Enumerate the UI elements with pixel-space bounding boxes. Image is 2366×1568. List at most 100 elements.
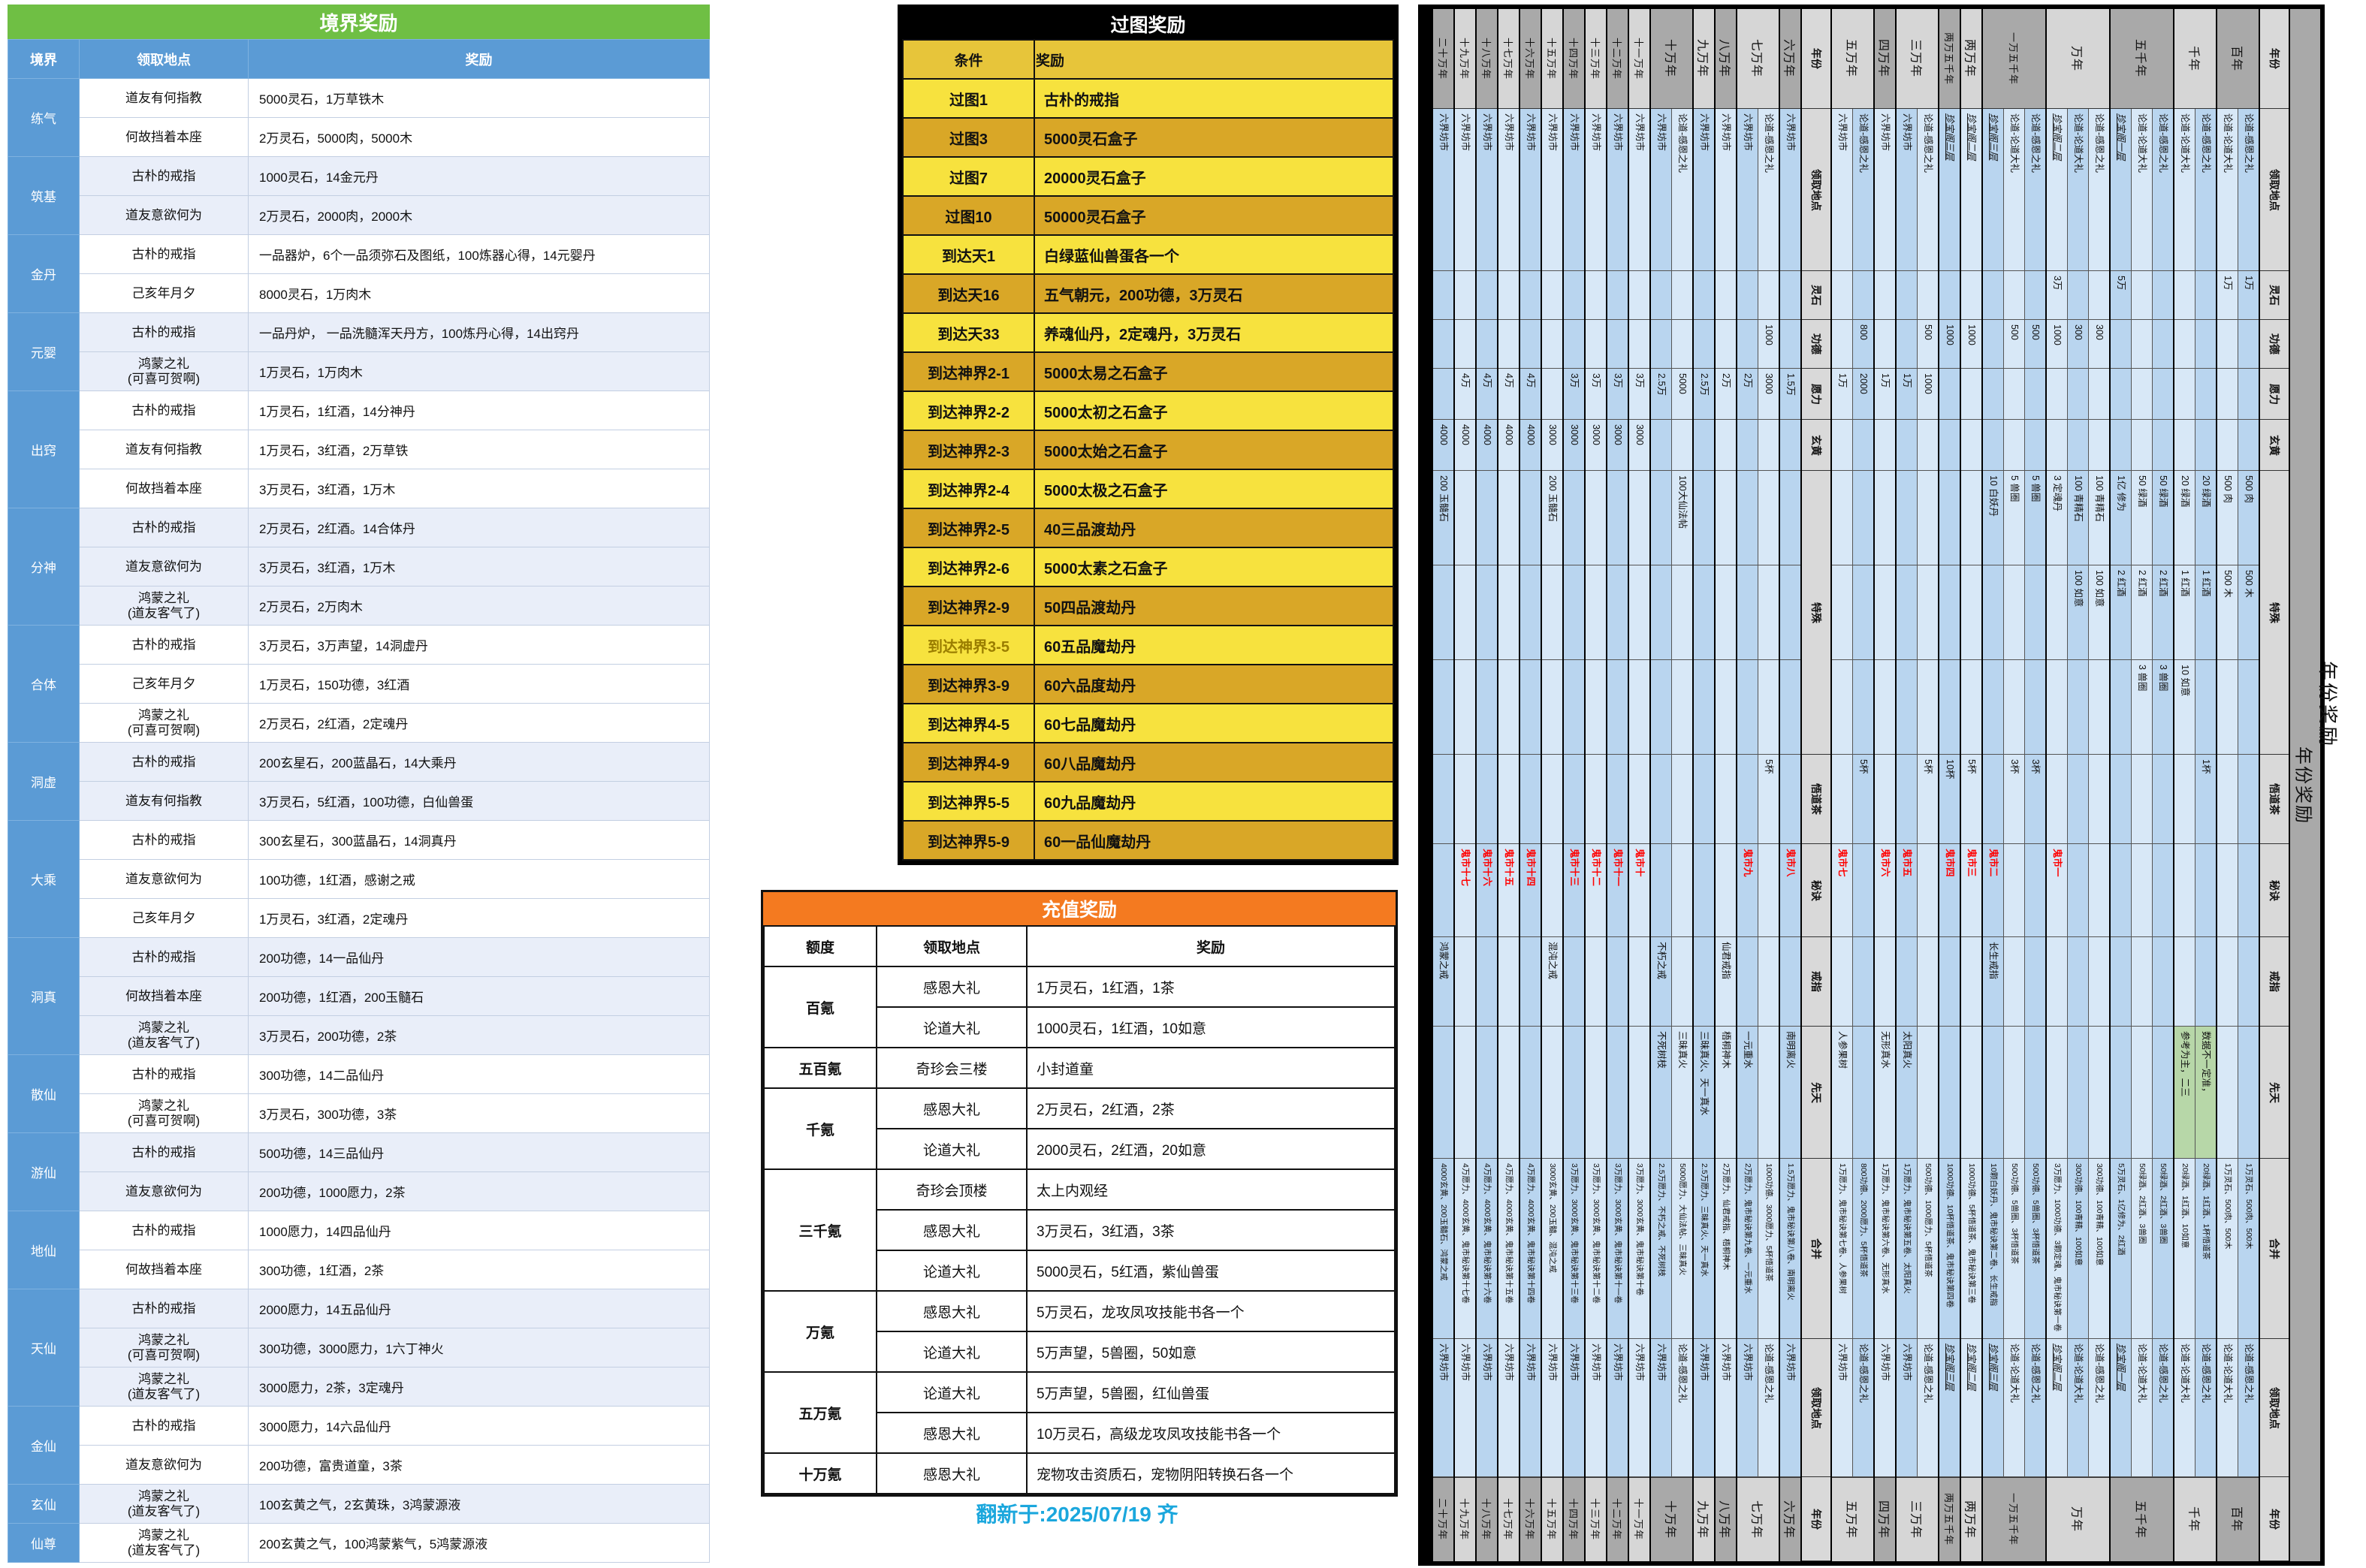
claim-place-cell: 鸿蒙之礼 (道友客气了) xyxy=(79,1523,249,1563)
realm-row: 己亥年月夕 1万灵石，3红酒，2定魂丹 xyxy=(8,898,710,938)
cell-text: 论道-感恩之礼 xyxy=(2244,113,2255,173)
cell-text: 论道-论道大礼 xyxy=(2073,1343,2084,1404)
year-cell-tea xyxy=(1477,755,1497,844)
condition-cell: 到达神界2-5 xyxy=(902,508,1035,548)
year-cell-ring xyxy=(2217,937,2238,1027)
cell-text: 50绿酒、2红酒、3兽圈 xyxy=(2138,1162,2147,1244)
year-cell-gongde: 1000 xyxy=(1758,320,1779,369)
year-cell-xuanhuang xyxy=(2004,420,2024,471)
cell-text: 100 青精石 xyxy=(2073,475,2084,522)
field-header-cell: 先天 xyxy=(1802,1027,1830,1159)
reward-cell: 2000灵石，2红酒，20如意 xyxy=(1026,1128,1396,1170)
year-cell-lingshi xyxy=(2068,271,2088,320)
year-footer-cell: 十一万年 xyxy=(1629,1476,1649,1561)
year-cell-gongde: 500 xyxy=(2004,320,2024,369)
reward-cell: 3万灵石，3红酒，3茶 xyxy=(1026,1209,1396,1251)
year-cell-xiantian xyxy=(2238,1027,2259,1159)
cell-text: 六界坊市 xyxy=(1438,113,1450,151)
cell-text: 六界坊市 xyxy=(1438,1343,1450,1381)
map-row: 过图3 5000灵石盒子 xyxy=(902,117,1394,158)
year-cell-sp0 xyxy=(1875,471,1895,565)
year-cell-place2: 论道-论道大礼 xyxy=(2132,1339,2152,1477)
year-cell-place2: 论道-感恩之礼 xyxy=(2025,1339,2045,1477)
year-cell-place: 六界坊市 xyxy=(1629,109,1649,271)
year-group: 七万年 六界坊市 2万 鬼市九 一元重水 2万愿力、鬼市秘诀第九卷、一元重水 六界坊市 论道-… xyxy=(1737,9,1780,1561)
cell-text: 200 玉髓石 xyxy=(1438,475,1450,522)
cell-text: 4万 xyxy=(1526,372,1537,388)
year-label: 六万年 xyxy=(1782,39,1795,78)
year-label: 一万五千年 xyxy=(2008,32,2019,85)
year-entry-column: 六界坊市 1万 鬼市七 人参果树 1万愿力、鬼市秘诀第七卷、人参果树 六界坊市 xyxy=(1832,108,1853,1477)
map-table: 条件 奖励 过图1 古朴的戒指 过图3 5000灵石盒子 过图7 20000灵石盒子 过图10 5… xyxy=(902,39,1394,861)
year-footer-cell: 八万年 xyxy=(1716,1476,1736,1561)
reward-cell: 5000灵石，1万草铁木 xyxy=(248,78,710,118)
year-cell-place2: 六界坊市 xyxy=(1586,1339,1606,1477)
cell-text: 六界坊市 xyxy=(1547,1343,1559,1381)
year-cell-sp0 xyxy=(1651,471,1671,565)
field-header-label: 秘诀 xyxy=(1810,879,1822,901)
claim-place-cell: 论道大礼 xyxy=(876,1128,1028,1170)
claim-place-cell: 道友意欲何为 xyxy=(79,1445,249,1485)
year-body: 六界坊市 2.5万 三昧真火、天一真水 2.5万愿力、三昧真火、天一真水 六界坊市 xyxy=(1694,108,1714,1477)
year-rewards-table: 二十万年 六界坊市 4000 200 玉髓石 鸿蒙之戒 4000玄黄、200玉髓石、鸿蒙之… xyxy=(1418,5,2325,1566)
year-cell-yuanli xyxy=(2238,369,2259,420)
year-cell-lingshi xyxy=(2004,271,2024,320)
year-cell-tea xyxy=(1455,755,1475,844)
year-cell-xiantian: 梧桐神木 xyxy=(1716,1027,1736,1159)
cell-text: 50 绿酒 xyxy=(2137,475,2148,508)
year-group: 千年 论道-论道大礼 20 绿酒 1 红酒 10 如意 参考为主，二三 20绿酒、1红酒、1… xyxy=(2174,9,2217,1561)
field-header-cell: 愿力 xyxy=(1802,369,1830,420)
claim-place-cell: 鸿蒙之礼 (道友客气了) xyxy=(79,586,249,626)
reward-cell: 1万灵石，1万肉木 xyxy=(248,351,710,391)
year-cell-sp0 xyxy=(1520,471,1541,565)
cell-text: 100 如意 xyxy=(2073,569,2084,608)
year-cell-merged: 20绿酒、1红酒、1杯悟道茶 xyxy=(2195,1159,2216,1339)
year-group: 八万年 六界坊市 2万 仙君戒指 梧桐神木 2万愿力、仙君戒指、梧桐神木 六界坊市 八万年 xyxy=(1716,9,1737,1561)
year-cell-sp2 xyxy=(1961,660,1981,755)
field-header-cell: 戒指 xyxy=(1802,937,1830,1027)
recharge-row: 论道大礼 5万声望，5兽圈，50如意 xyxy=(764,1331,1396,1373)
year-cell-sp0 xyxy=(1694,471,1714,565)
year-body: 珍宝阁一层 5万 1亿 修为 2 红酒 5万灵石、1亿修为、2红酒 珍宝阁一层 论道-论道大… xyxy=(2111,108,2173,1477)
year-cell-gongde xyxy=(1983,320,2003,369)
year-cell-ring xyxy=(2047,937,2067,1027)
year-cell-ring xyxy=(1918,937,1938,1027)
condition-cell: 到达神界2-3 xyxy=(902,430,1035,470)
year-cell-place2: 六界坊市 xyxy=(1542,1339,1562,1477)
year-cell-sp1 xyxy=(1672,565,1692,660)
year-cell-sp1 xyxy=(1542,565,1562,660)
map-row: 到达神界5-5 60九品魔劫丹 xyxy=(902,781,1394,822)
recharge-row: 感恩大礼 3万灵石，3红酒，3茶 xyxy=(764,1209,1396,1251)
year-cell-sp0: 50 绿酒 xyxy=(2153,471,2173,565)
year-label-repeat: 十二万年 xyxy=(1611,1498,1622,1541)
year-cell-ring xyxy=(1455,937,1475,1027)
reward-cell: 5000太始之石盒子 xyxy=(1034,430,1394,470)
field-header-cell: 领取地点 xyxy=(2260,109,2289,271)
cell-text: 3 兽圈 xyxy=(2158,664,2169,692)
cell-text: 鬼市六 xyxy=(1880,848,1891,877)
year-cell-sp2 xyxy=(1672,660,1692,755)
realm-name-cell: 地仙 xyxy=(8,1211,80,1289)
cell-text: 4000 xyxy=(1504,424,1515,445)
year-cell-xiantian: 太阳真火 xyxy=(1897,1027,1917,1159)
year-cell-merged: 300功德、100青精、100如意 xyxy=(2089,1159,2109,1339)
reward-cell: 100功德，1红酒，感谢之戒 xyxy=(248,859,710,899)
year-cell-sp1 xyxy=(1853,565,1873,660)
year-cell-sp1 xyxy=(1758,565,1779,660)
year-label-repeat: 十一万年 xyxy=(1633,1498,1644,1541)
year-entry-column: 论道-论道大礼 1万 500 肉 500 木 1万灵石、500肉、500木 论道-论道大礼 xyxy=(2217,108,2238,1477)
year-cell-place2: 六界坊市 xyxy=(1564,1339,1584,1477)
year-cell-gongde: 1000 xyxy=(1961,320,1981,369)
year-cell-merged: 4000玄黄、200玉髓石、鸿蒙之戒 xyxy=(1433,1159,1453,1339)
year-cell-place2: 论道-论道大礼 xyxy=(2217,1339,2238,1477)
condition-cell: 过图1 xyxy=(902,78,1035,119)
year-label-repeat: 一万五千年 xyxy=(2008,1493,2019,1546)
year-cell-ring xyxy=(1853,937,1873,1027)
year-cell-sp0: 100大仙法帖 xyxy=(1672,471,1692,565)
year-cell-xuanhuang xyxy=(1918,420,1938,471)
year-label: 四万年 xyxy=(1876,39,1890,78)
reward-cell: 1000愿力，14四品仙丹 xyxy=(248,1211,710,1250)
year-cell-sp0: 20 绿酒 xyxy=(2195,471,2216,565)
year-footer-cell: 十九万年 xyxy=(1455,1476,1475,1561)
